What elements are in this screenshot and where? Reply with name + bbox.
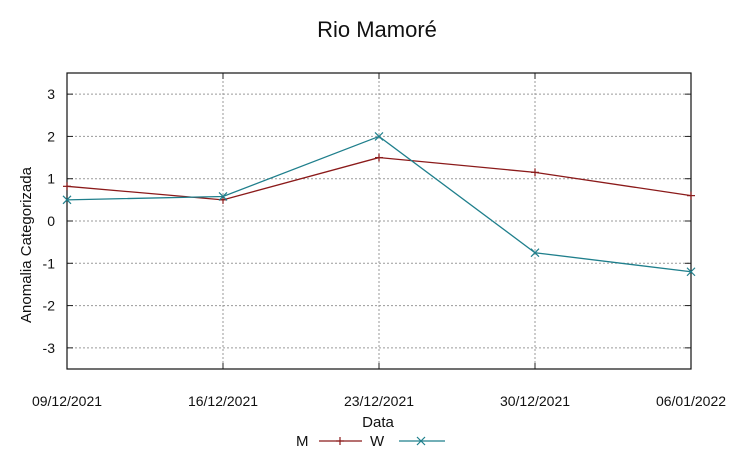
y-tick-label: -3 bbox=[43, 340, 56, 356]
axis-layer: 3 2 1 0 -1 -2 -3 09/12/2021 16/12/2021 23/12/2021… bbox=[32, 72, 726, 409]
y-tick-label: 2 bbox=[47, 128, 55, 144]
legend-entry-m: M bbox=[296, 433, 362, 450]
y-tick-label: -1 bbox=[43, 255, 56, 271]
data-point-m bbox=[531, 168, 539, 177]
y-tick-label: 0 bbox=[47, 213, 55, 229]
marker-x-b bbox=[62, 195, 72, 205]
y-tick-label: 3 bbox=[47, 86, 55, 102]
data-point-m bbox=[63, 182, 71, 191]
x-axis-label: Data bbox=[362, 414, 394, 431]
legend-marker bbox=[336, 437, 344, 445]
data-point-w bbox=[686, 267, 696, 277]
marker-x-b bbox=[374, 132, 384, 141]
x-tick-label: 06/01/2022 bbox=[656, 393, 726, 409]
data-point-w bbox=[530, 248, 540, 258]
x-tick-label: 30/12/2021 bbox=[500, 393, 570, 409]
x-tick-label: 16/12/2021 bbox=[188, 393, 258, 409]
data-point-m bbox=[375, 153, 383, 162]
marker-x-b bbox=[218, 192, 228, 201]
marker-x-b bbox=[686, 267, 696, 277]
x-tick-label: 23/12/2021 bbox=[344, 393, 414, 409]
data-point-w bbox=[374, 132, 384, 141]
y-axis-label: Anomalia Categorizada bbox=[18, 166, 35, 323]
data-point-w bbox=[218, 192, 228, 201]
data-point-m bbox=[687, 191, 695, 200]
legend-entry-w: W bbox=[370, 433, 445, 450]
data-point-w bbox=[62, 195, 72, 205]
marker-x-b bbox=[530, 248, 540, 258]
legend-marker bbox=[416, 436, 426, 446]
x-tick-label: 09/12/2021 bbox=[32, 393, 102, 409]
chart-title: Rio Mamoré bbox=[317, 17, 437, 42]
marker-x-b bbox=[416, 436, 426, 446]
series-w bbox=[62, 132, 696, 277]
legend-label: W bbox=[370, 433, 385, 450]
legend-label: M bbox=[296, 433, 309, 450]
y-tick-label: -2 bbox=[43, 298, 56, 314]
plot-frame bbox=[66, 72, 692, 370]
series-layer bbox=[62, 132, 696, 277]
y-tick-label: 1 bbox=[47, 171, 55, 187]
series-m bbox=[63, 153, 695, 204]
